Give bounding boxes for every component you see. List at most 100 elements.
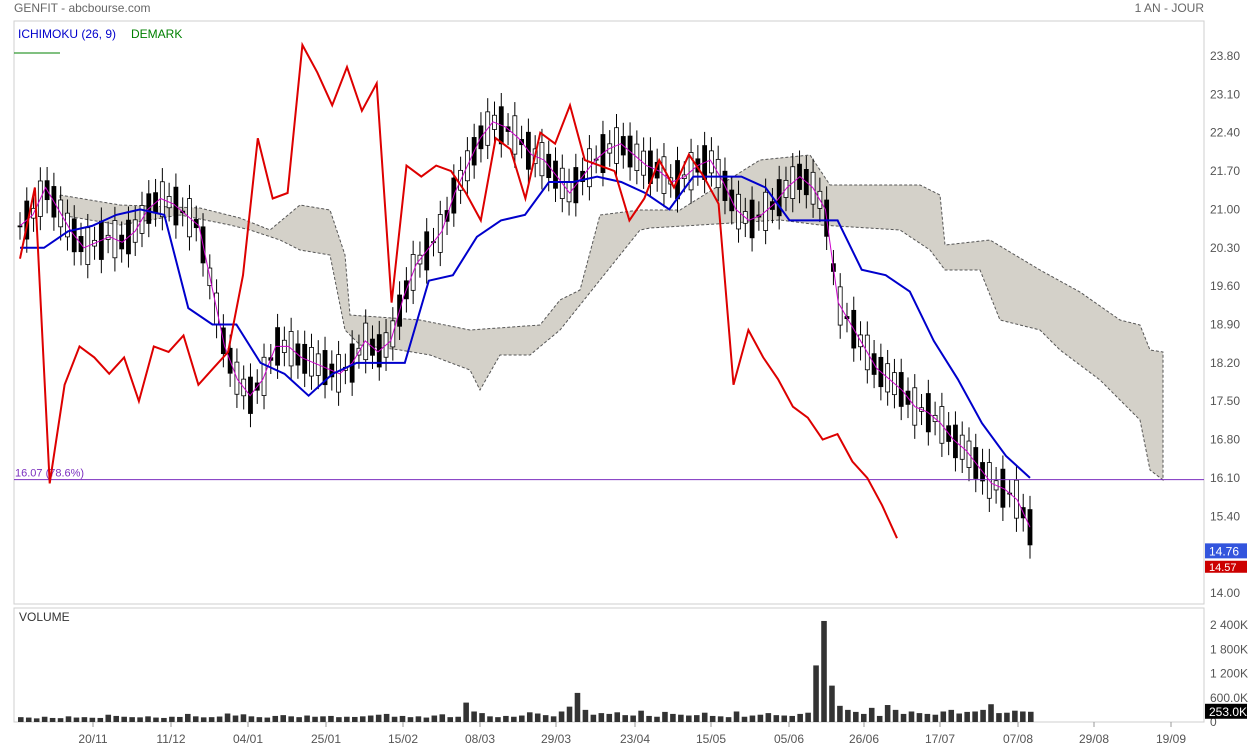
volume-bar [574,692,581,722]
volume-bar [511,716,517,722]
last-price-box [1205,543,1247,559]
volume-bar [996,713,1002,722]
volume-bar [328,715,334,722]
last-volume-box [1205,703,1247,719]
volume-bar [375,714,382,722]
volume-bar [781,715,788,722]
volume-bar [980,709,986,722]
volume-bar [169,716,175,722]
volume-bar [1012,710,1018,722]
volume-bar [399,715,406,722]
volume-bar [519,715,525,722]
volume-bar [479,713,485,722]
volume-bar [41,716,48,722]
volume-bar [161,717,167,722]
volume-bar [542,715,549,722]
candle-body [17,225,23,228]
volume-bar [296,717,302,722]
volume-bar [320,716,326,722]
volume-tick-label: 0 [1210,715,1217,729]
volume-bar [153,717,159,722]
volume-bar [701,712,708,722]
volume-bar [932,714,939,722]
volume-bar [964,711,970,722]
volume-bar [940,711,947,722]
volume-bar [280,715,287,722]
volume-bar [113,715,119,722]
volume-bar [693,715,700,722]
volume-bar [988,704,994,722]
volume-bar [773,715,780,722]
x-tick-label: 29/08 [1079,732,1109,746]
volume-bar [383,713,390,722]
volume-bar [288,716,294,722]
volume-bar [121,716,127,722]
volume-bar [49,717,56,722]
volume-bar [526,712,533,722]
volume-bar [797,713,803,722]
volume-bar [65,716,72,722]
volume-bar [789,715,795,722]
volume-bar [558,711,565,722]
volume-bar [725,717,732,722]
volume-bar [18,717,24,722]
volume-bar [145,716,151,722]
volume-bar [439,714,446,722]
volume-bar [717,716,724,722]
x-tick-label: 04/01 [233,732,263,746]
volume-tick-label: 1 800K [1210,642,1248,656]
last-price2-box [1205,560,1247,573]
x-tick-label: 15/05 [696,732,726,746]
volume-bar [304,715,310,722]
volume-bar [25,717,32,722]
volume-bar [845,709,851,722]
volume-bar [606,713,613,722]
volume-bar [312,716,318,722]
tenkan-line [19,121,1031,528]
volume-bar [200,717,207,722]
volume-bar [248,716,255,722]
volume-bar [137,717,143,722]
volume-bar [837,705,843,722]
volume-bar [455,716,461,722]
volume-bar [447,717,454,722]
volume-bar [813,665,819,722]
volume-bar [853,711,859,722]
volume-bar [487,716,493,722]
volume-bar [495,717,501,722]
volume-bar [33,718,40,722]
volume-bar [956,713,962,722]
volume-bar [638,710,644,722]
y-tick-label: 18.90 [1210,318,1240,332]
volume-bar [654,716,660,722]
volume-bar [81,717,88,722]
x-tick-label: 29/03 [541,732,571,746]
volume-bar [582,709,589,722]
x-tick-label: 20/11 [78,732,107,746]
volume-bar [391,716,398,722]
kijun-line [20,175,1031,479]
volume-bar [336,717,342,722]
y-tick-label: 22.40 [1210,126,1240,140]
volume-bar [407,717,414,722]
y-tick-label: 20.30 [1210,241,1240,255]
volume-bar [622,715,628,722]
volume-bar [185,713,191,722]
volume-bar [876,715,883,722]
volume-bar [972,711,978,722]
last-price2-label: 14.57 [1209,562,1237,574]
volume-bar [662,711,668,722]
volume-bar [741,716,748,722]
volume-bar [471,711,477,722]
volume-tick-label: 2 400K [1210,618,1248,632]
volume-bar [1028,711,1034,722]
volume-bar [89,717,96,722]
y-tick-label: 14.00 [1210,586,1240,600]
volume-bar [224,713,231,722]
period-label: 1 AN - JOUR [1134,1,1204,15]
volume-bar [463,702,469,722]
volume-bar [503,715,509,722]
volume-bar [598,713,605,722]
volume-bar [765,713,772,722]
volume-bar [948,709,955,722]
